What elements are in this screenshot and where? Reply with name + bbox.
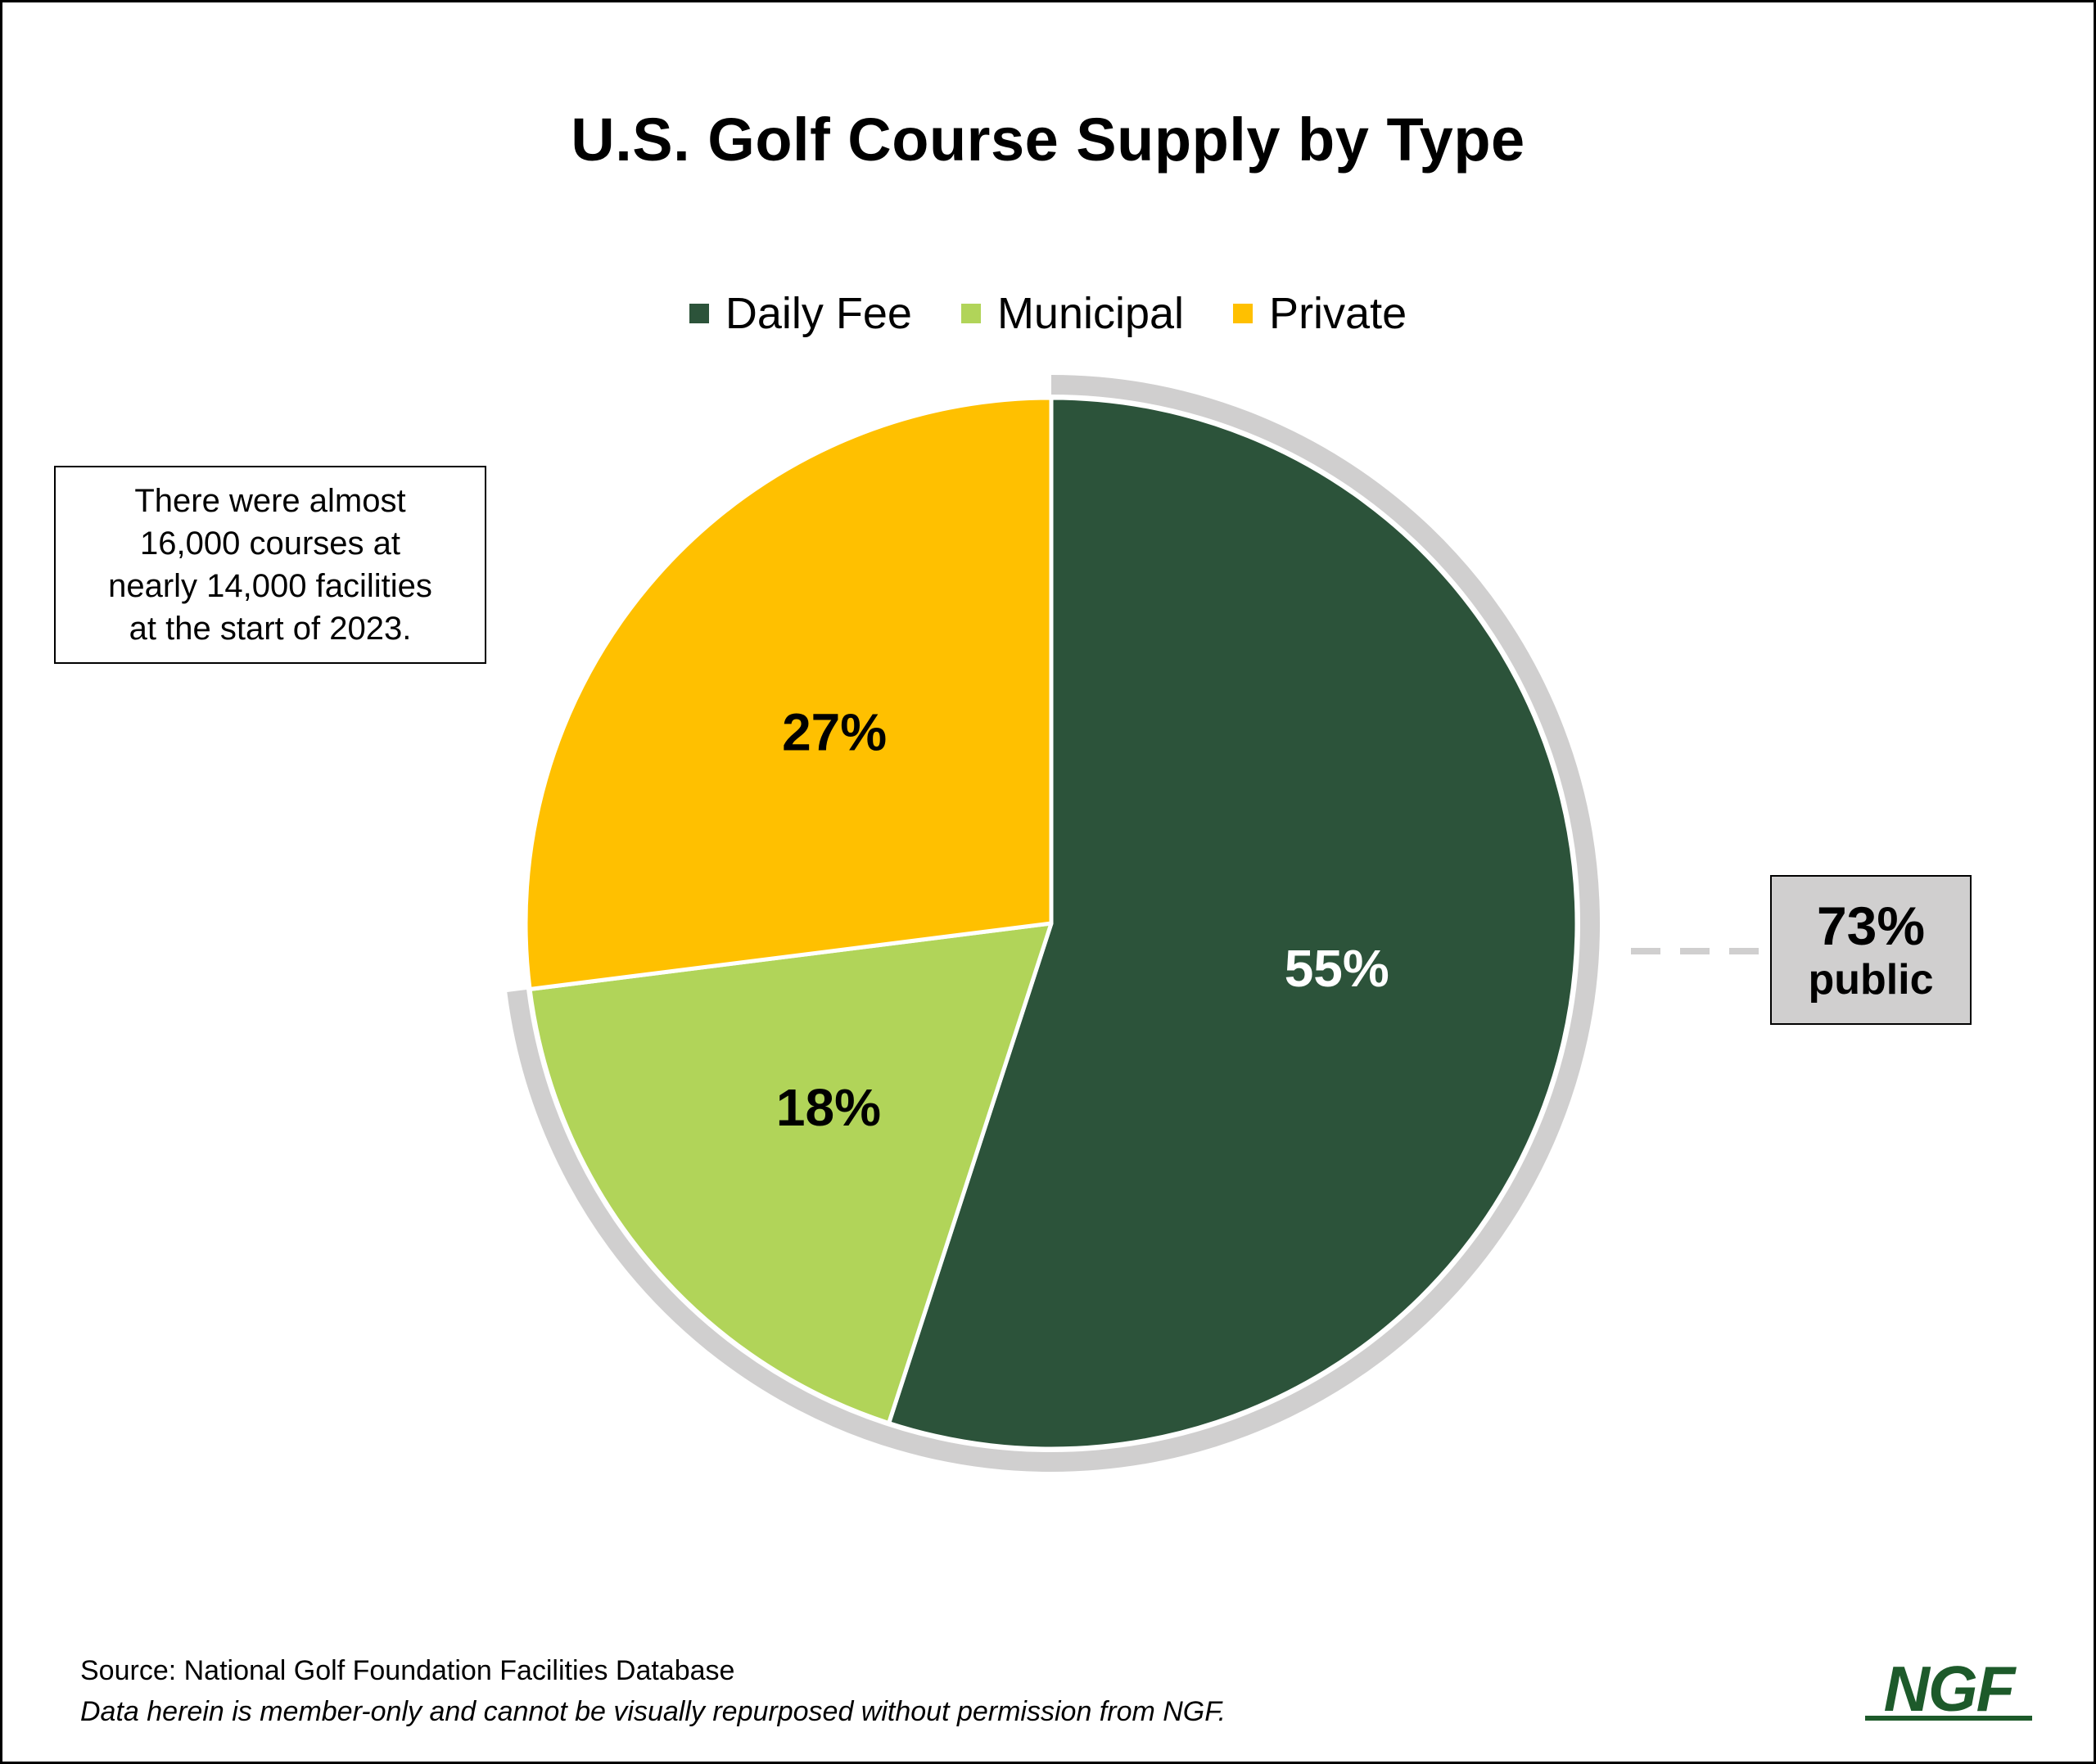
public-share-label: public [1808, 955, 1934, 1004]
legend-label-municipal: Municipal [996, 289, 1185, 338]
public-bracket-arc [507, 375, 1600, 1472]
source-note: Source: National Golf Foundation Facilit… [80, 1655, 735, 1686]
legend-swatch-daily-fee [689, 304, 709, 323]
legend-item-municipal: Municipal [960, 288, 1185, 339]
pie-slice-municipal [527, 921, 1054, 1426]
ngf-logo-text: NGF [1884, 1655, 2017, 1725]
summary-note-text: There were almost 16,000 courses at near… [108, 480, 432, 650]
summary-note-box: There were almost 16,000 courses at near… [54, 466, 486, 664]
ngf-logo: NGF [1865, 1655, 2032, 1725]
summary-note-line: at the start of 2023. [129, 611, 412, 647]
pie-slice-daily-fee [887, 395, 1579, 1451]
summary-note-line: There were almost [134, 483, 406, 519]
ngf-logo-underline [1865, 1716, 2032, 1721]
data-label-daily-fee: 55% [1285, 939, 1389, 998]
legend-swatch-private [1233, 304, 1254, 323]
legend-item-private: Private [1233, 288, 1407, 339]
legend: Daily Fee Municipal Private [0, 288, 2096, 339]
data-label-municipal: 18% [776, 1078, 881, 1137]
chart-title: U.S. Golf Course Supply by Type [571, 106, 1525, 174]
data-label-private: 27% [782, 702, 887, 761]
summary-note-line: nearly 14,000 facilities [108, 568, 432, 604]
pie-slice-private [523, 395, 1054, 991]
public-share-callout: 73% public [1770, 875, 1972, 1025]
legend-item-daily-fee: Daily Fee [689, 288, 912, 339]
legend-swatch-municipal [960, 304, 981, 323]
summary-note-line: 16,000 courses at [140, 526, 400, 562]
disclaimer-note: Data herein is member-only and cannot be… [80, 1696, 1226, 1727]
public-share-percent: 73% [1816, 895, 1926, 956]
legend-label-private: Private [1269, 289, 1407, 338]
legend-label-daily-fee: Daily Fee [725, 289, 912, 338]
